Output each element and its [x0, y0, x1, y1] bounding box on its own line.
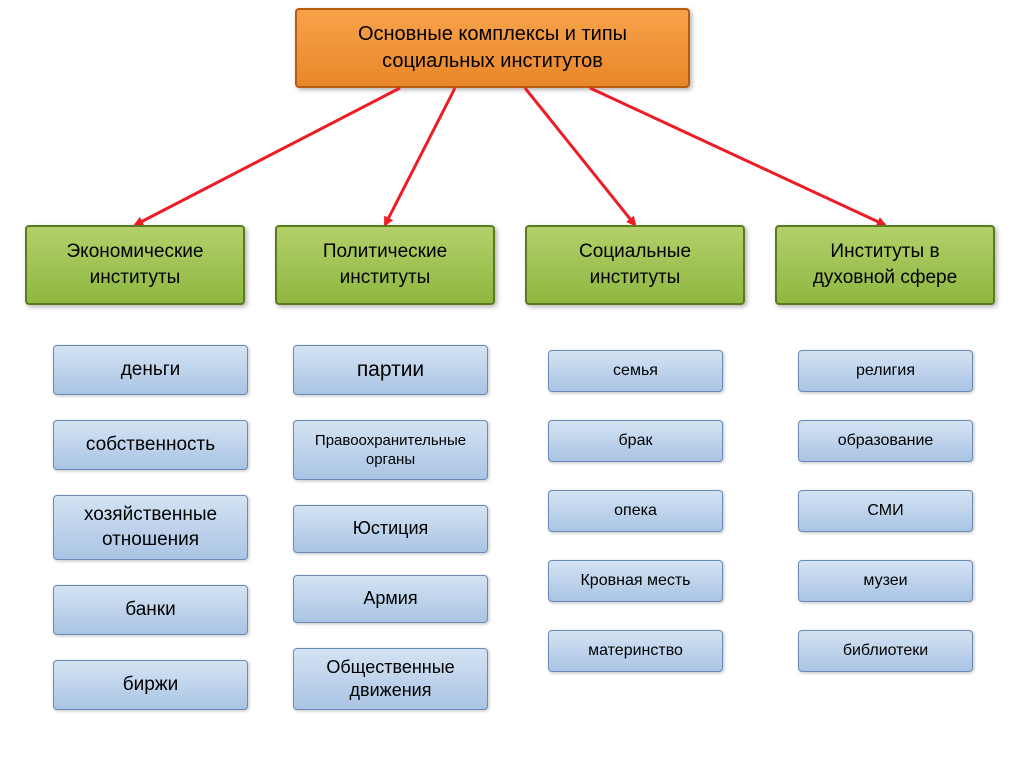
item-label: партии — [357, 356, 424, 383]
root-title-box: Основные комплексы и типы социальных инст… — [295, 8, 690, 88]
item-label: брак — [619, 431, 653, 452]
item-box-1-1: Правоохранительныеорганы — [293, 420, 488, 480]
item-label: опека — [614, 501, 657, 522]
arrow-0 — [135, 88, 400, 225]
category-line1: Институты в — [830, 241, 939, 262]
item-label: материнство — [588, 641, 683, 662]
item-label: Общественныедвижения — [326, 656, 454, 703]
item-box-0-2: хозяйственныеотношения — [53, 495, 248, 560]
item-box-2-4: материнство — [548, 630, 723, 672]
arrow-1 — [385, 88, 455, 225]
item-box-3-4: библиотеки — [798, 630, 973, 672]
item-box-2-3: Кровная месть — [548, 560, 723, 602]
item-box-0-4: биржи — [53, 660, 248, 710]
category-line2: институты — [340, 267, 431, 288]
category-line1: Политические — [323, 241, 447, 262]
category-box-3: Институты в духовной сфере — [775, 225, 995, 305]
category-line1: Социальные — [579, 241, 691, 262]
category-box-0: Экономические институты — [25, 225, 245, 305]
item-box-1-2: Юстиция — [293, 505, 488, 553]
category-line2: институты — [90, 267, 181, 288]
root-title-line1: Основные комплексы и типы — [358, 23, 627, 45]
item-box-3-1: образование — [798, 420, 973, 462]
item-box-3-0: религия — [798, 350, 973, 392]
item-box-2-0: семья — [548, 350, 723, 392]
item-box-0-1: собственность — [53, 420, 248, 470]
item-box-3-3: музеи — [798, 560, 973, 602]
item-box-2-2: опека — [548, 490, 723, 532]
item-label: банки — [125, 598, 175, 623]
item-label: образование — [838, 431, 934, 452]
item-label: Кровная месть — [580, 571, 690, 592]
item-box-0-0: деньги — [53, 345, 248, 395]
diagram-canvas: Основные комплексы и типы социальных инст… — [0, 0, 1024, 767]
category-box-2: Социальные институты — [525, 225, 745, 305]
arrow-2 — [525, 88, 635, 225]
item-box-1-3: Армия — [293, 575, 488, 623]
item-box-3-2: СМИ — [798, 490, 973, 532]
category-box-1: Политические институты — [275, 225, 495, 305]
item-box-2-1: брак — [548, 420, 723, 462]
item-label: религия — [856, 361, 915, 382]
arrow-3 — [590, 88, 885, 225]
item-box-1-4: Общественныедвижения — [293, 648, 488, 710]
item-label: Правоохранительныеорганы — [315, 431, 466, 470]
item-label: музеи — [863, 571, 907, 592]
category-line2: духовной сфере — [813, 267, 957, 288]
item-label: библиотеки — [843, 641, 928, 662]
item-label: Армия — [363, 587, 417, 610]
item-label: Юстиция — [353, 517, 429, 540]
root-title-line2: социальных институтов — [382, 50, 603, 72]
item-label: биржи — [123, 673, 178, 698]
item-label: деньги — [121, 358, 181, 383]
item-label: СМИ — [867, 501, 903, 522]
item-label: хозяйственныеотношения — [84, 503, 217, 552]
item-label: собственность — [86, 433, 215, 458]
item-box-0-3: банки — [53, 585, 248, 635]
item-box-1-0: партии — [293, 345, 488, 395]
item-label: семья — [613, 361, 658, 382]
category-line1: Экономические — [67, 241, 204, 262]
category-line2: институты — [590, 267, 681, 288]
